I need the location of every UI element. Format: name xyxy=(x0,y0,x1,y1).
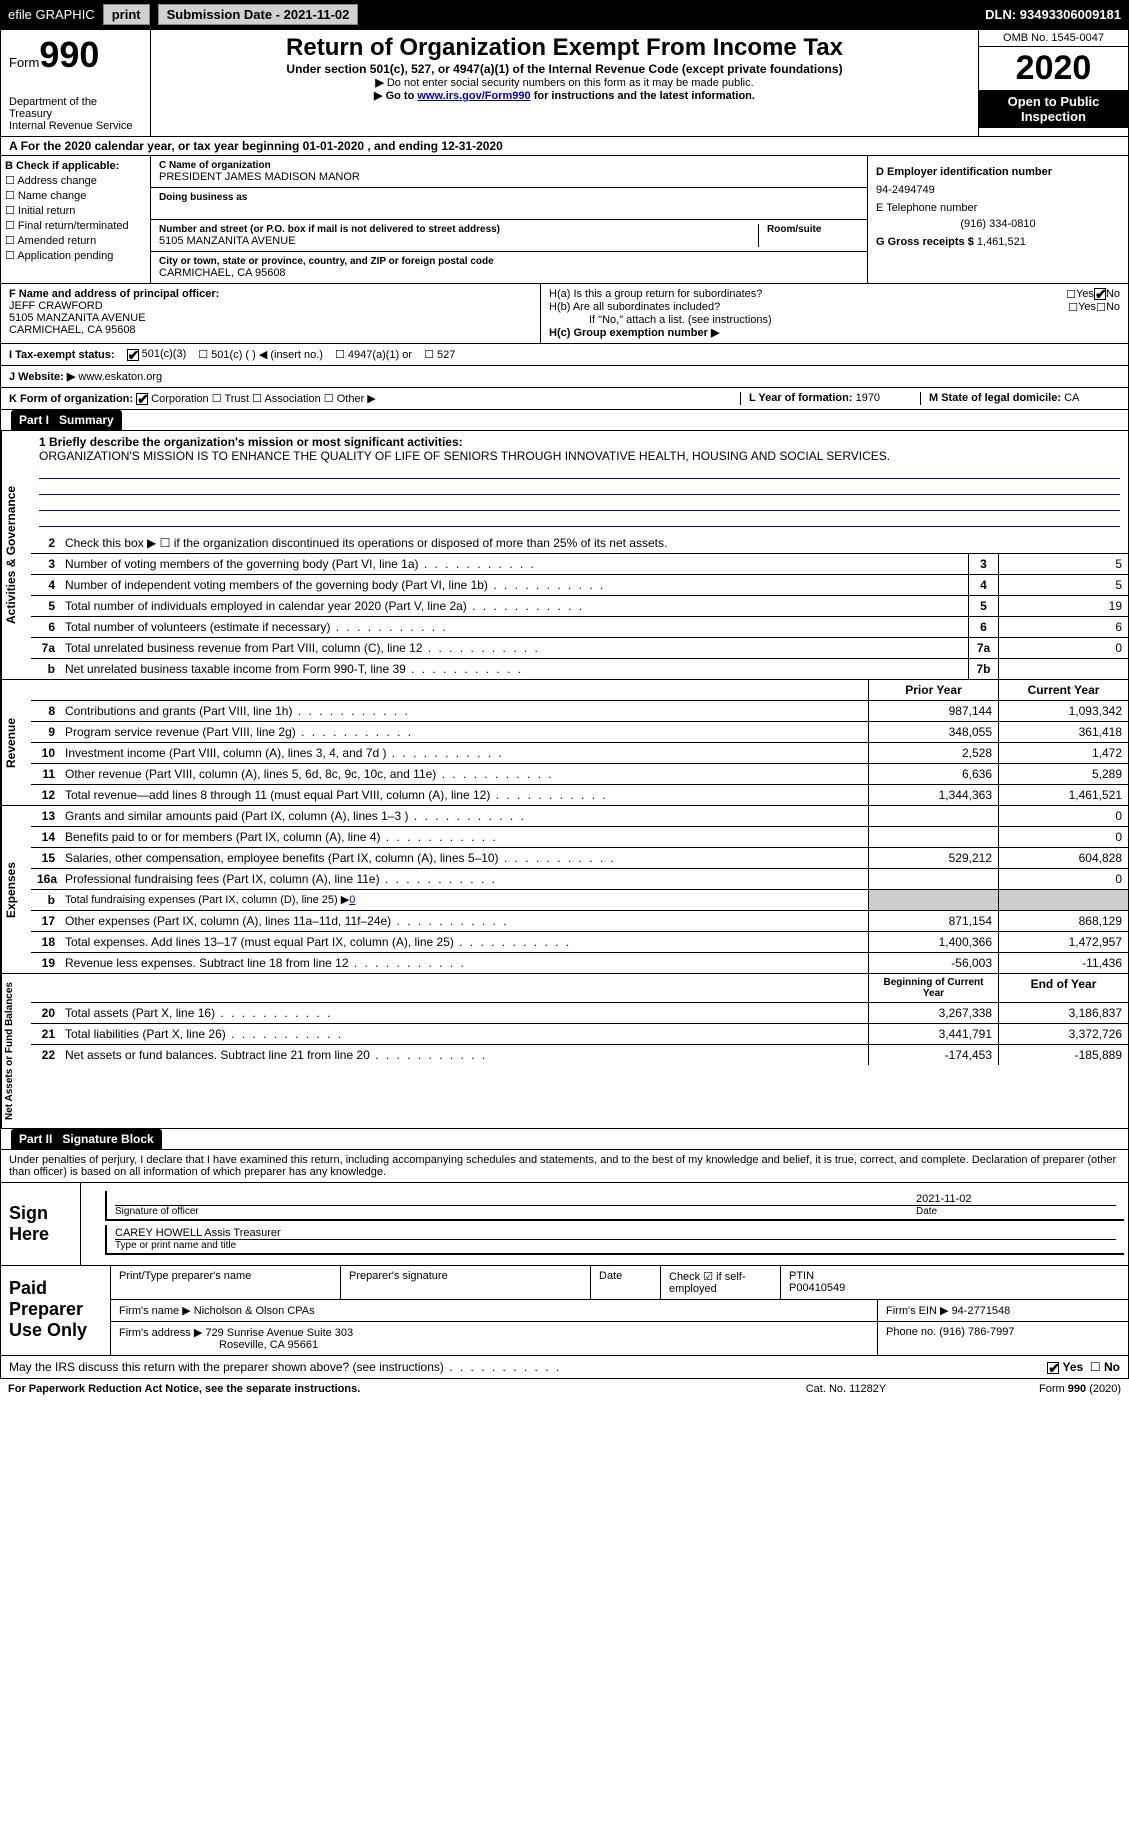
section-j: J Website: ▶ www.eskaton.org xyxy=(0,366,1129,388)
ha-no-check xyxy=(1094,288,1106,300)
data-row: 22Net assets or fund balances. Subtract … xyxy=(31,1045,1128,1065)
discuss-row: May the IRS discuss this return with the… xyxy=(0,1356,1129,1379)
data-row: 16aProfessional fundraising fees (Part I… xyxy=(31,869,1128,890)
officer-name: JEFF CRAWFORD xyxy=(9,300,532,312)
data-row: 18Total expenses. Add lines 13–17 (must … xyxy=(31,932,1128,953)
section-c: C Name of organizationPRESIDENT JAMES MA… xyxy=(151,156,868,283)
gov-row: 5Total number of individuals employed in… xyxy=(31,596,1128,617)
data-row: 17Other expenses (Part IX, column (A), l… xyxy=(31,911,1128,932)
submission-date: Submission Date - 2021-11-02 xyxy=(158,4,359,25)
org-address: 5105 MANZANITA AVENUE xyxy=(159,235,750,247)
declaration: Under penalties of perjury, I declare th… xyxy=(0,1150,1129,1183)
org-city: CARMICHAEL, CA 95608 xyxy=(159,267,859,279)
instructions-link[interactable]: www.irs.gov/Form990 xyxy=(417,90,530,102)
form-990: 990 xyxy=(39,34,99,75)
gross-receipts: 1,461,521 xyxy=(977,236,1026,248)
ein: 94-2494749 xyxy=(876,184,1120,196)
firm-phone: (916) 786-7997 xyxy=(939,1326,1014,1338)
signer-name: CAREY HOWELL Assis Treasurer xyxy=(115,1227,1116,1239)
section-f: F Name and address of principal officer:… xyxy=(1,284,541,343)
data-row: 14Benefits paid to or for members (Part … xyxy=(31,827,1128,848)
irs: Internal Revenue Service xyxy=(9,120,142,132)
data-row: 9Program service revenue (Part VIII, lin… xyxy=(31,722,1128,743)
domicile: CA xyxy=(1064,392,1079,404)
year-formation: 1970 xyxy=(856,392,880,404)
data-row: 19Revenue less expenses. Subtract line 1… xyxy=(31,953,1128,973)
website: www.eskaton.org xyxy=(78,371,162,383)
gov-row: 6Total number of volunteers (estimate if… xyxy=(31,617,1128,638)
netassets-section: Net Assets or Fund Balances Beginning of… xyxy=(0,974,1129,1129)
discuss-yes-check xyxy=(1047,1362,1059,1374)
preparer-block: Paid Preparer Use Only Print/Type prepar… xyxy=(0,1266,1129,1356)
form-title: Return of Organization Exempt From Incom… xyxy=(155,34,974,62)
section-b: B Check if applicable: ☐ Address change … xyxy=(1,156,151,283)
efile-label: efile GRAPHIC xyxy=(8,7,95,22)
mission-text: ORGANIZATION'S MISSION IS TO ENHANCE THE… xyxy=(39,449,1120,463)
form-label: Form xyxy=(9,55,39,70)
data-row: 15Salaries, other compensation, employee… xyxy=(31,848,1128,869)
tax-year: 2020 xyxy=(979,47,1128,90)
firm-name: Nicholson & Olson CPAs xyxy=(194,1305,315,1317)
data-row: 12Total revenue—add lines 8 through 11 (… xyxy=(31,785,1128,805)
gov-row: 3Number of voting members of the governi… xyxy=(31,554,1128,575)
omb: OMB No. 1545-0047 xyxy=(979,30,1128,47)
open-inspection: Open to Public Inspection xyxy=(979,90,1128,128)
data-row: 13Grants and similar amounts paid (Part … xyxy=(31,806,1128,827)
data-row: 21Total liabilities (Part X, line 26)3,4… xyxy=(31,1024,1128,1045)
governance-section: Activities & Governance 1 Briefly descri… xyxy=(0,431,1129,680)
sign-block: Sign Here Signature of officer2021-11-02… xyxy=(0,1183,1129,1266)
gov-row: 7aTotal unrelated business revenue from … xyxy=(31,638,1128,659)
revenue-section: Revenue Prior YearCurrent Year 8Contribu… xyxy=(0,680,1129,806)
firm-ein: 94-2771548 xyxy=(952,1305,1011,1317)
501c3-check xyxy=(127,349,139,361)
gov-row: bNet unrelated business taxable income f… xyxy=(31,659,1128,679)
expenses-section: Expenses 13Grants and similar amounts pa… xyxy=(0,806,1129,974)
form-header: Form990 Department of the Treasury Inter… xyxy=(0,29,1129,137)
data-row: 10Investment income (Part VIII, column (… xyxy=(31,743,1128,764)
org-name: PRESIDENT JAMES MADISON MANOR xyxy=(159,171,859,183)
sign-date: 2021-11-02 xyxy=(916,1193,1116,1205)
line-a: A For the 2020 calendar year, or tax yea… xyxy=(0,137,1129,156)
data-row: 20Total assets (Part X, line 16)3,267,33… xyxy=(31,1003,1128,1024)
section-klm: K Form of organization: Corporation ☐ Tr… xyxy=(0,388,1129,410)
ptin: P00410549 xyxy=(789,1282,1120,1294)
gov-row: 4Number of independent voting members of… xyxy=(31,575,1128,596)
section-h: H(a) Is this a group return for subordin… xyxy=(541,284,1128,343)
print-button[interactable]: print xyxy=(103,4,150,25)
section-deg: D Employer identification number94-24947… xyxy=(868,156,1128,283)
data-row: bTotal fundraising expenses (Part IX, co… xyxy=(31,890,1128,911)
data-row: 11Other revenue (Part VIII, column (A), … xyxy=(31,764,1128,785)
section-i: I Tax-exempt status: 501(c)(3) ☐ 501(c) … xyxy=(0,344,1129,366)
topbar: efile GRAPHIC print Submission Date - 20… xyxy=(0,0,1129,29)
form-subtitle: Under section 501(c), 527, or 4947(a)(1)… xyxy=(155,62,974,76)
corp-check xyxy=(136,393,148,405)
data-row: 8Contributions and grants (Part VIII, li… xyxy=(31,701,1128,722)
dept: Department of the Treasury xyxy=(9,96,142,120)
dln: DLN: 93493306009181 xyxy=(985,7,1121,22)
footer: For Paperwork Reduction Act Notice, see … xyxy=(0,1379,1129,1399)
note1: Do not enter social security numbers on … xyxy=(387,77,754,89)
phone: (916) 334-0810 xyxy=(876,218,1120,230)
